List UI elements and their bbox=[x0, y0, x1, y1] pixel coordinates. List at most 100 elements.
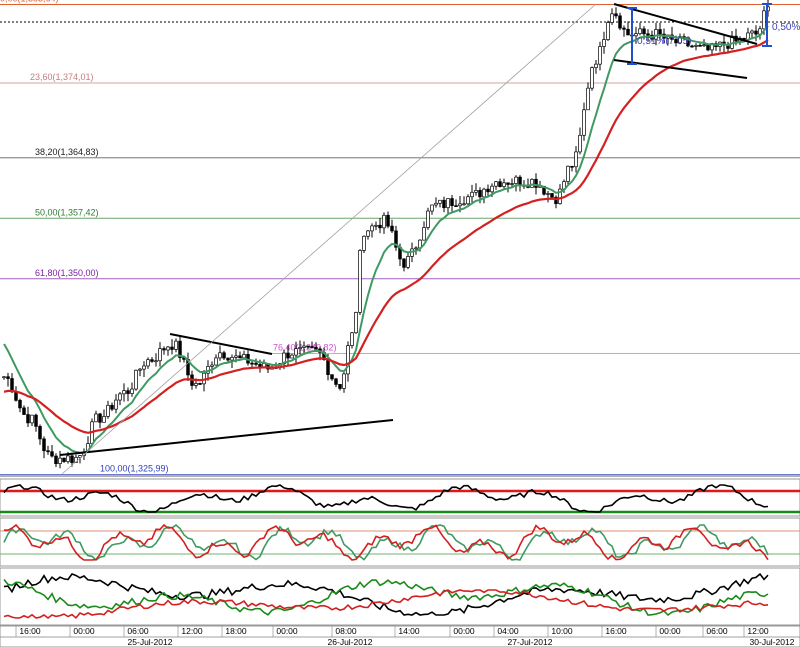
indicator-pane-1 bbox=[0, 478, 800, 517]
moving-average-fast bbox=[3, 25, 769, 454]
candle-body bbox=[510, 183, 514, 185]
candle-body bbox=[554, 196, 558, 204]
candle-body bbox=[138, 368, 142, 371]
candle-body bbox=[546, 193, 550, 195]
candle-body bbox=[342, 373, 346, 389]
indicator-2-line-a bbox=[3, 523, 769, 562]
candle-body bbox=[30, 414, 34, 424]
candle-body bbox=[502, 182, 506, 187]
candle-body bbox=[406, 256, 410, 268]
fib-label-2: 38,20(1,364,83) bbox=[35, 147, 99, 157]
date-label: 30-Jul-2012 bbox=[750, 637, 795, 647]
trend-lines bbox=[59, 3, 758, 475]
candle-body bbox=[346, 345, 350, 375]
candle-body bbox=[590, 67, 594, 89]
candle-body bbox=[214, 357, 218, 366]
candle-body bbox=[326, 359, 330, 375]
candle-body bbox=[486, 188, 490, 193]
time-tick-label: 06:00 bbox=[706, 626, 728, 636]
fib-label-3: 50,00(1,357,42) bbox=[35, 207, 99, 217]
candle-body bbox=[574, 151, 578, 168]
candle-body bbox=[122, 390, 126, 395]
moving-average-slow bbox=[3, 39, 769, 434]
candle-body bbox=[298, 347, 302, 350]
candle-body bbox=[550, 193, 554, 198]
time-tick-label: 16:00 bbox=[605, 626, 627, 636]
candle-body bbox=[358, 250, 362, 313]
candle-body bbox=[294, 348, 298, 356]
fib-label-6: 100,00(1,325,99) bbox=[100, 464, 169, 474]
indicator-1-line bbox=[3, 484, 769, 513]
candle-body bbox=[126, 390, 130, 394]
candle-body bbox=[646, 33, 650, 36]
candle-body bbox=[466, 196, 470, 205]
time-tick-label: 12:00 bbox=[747, 626, 769, 636]
candle-body bbox=[370, 225, 374, 232]
candle-body bbox=[34, 414, 38, 427]
candle-body bbox=[506, 182, 510, 185]
indicator-3-line-green bbox=[3, 578, 769, 617]
candle-body bbox=[482, 188, 486, 198]
candle-body bbox=[194, 383, 198, 386]
time-tick-label: 06:00 bbox=[127, 626, 149, 636]
candle-body bbox=[570, 165, 574, 168]
candle-body bbox=[594, 63, 598, 68]
candle-body bbox=[390, 225, 394, 232]
candle-body bbox=[2, 376, 6, 379]
fib-anchor-diagonal bbox=[61, 3, 597, 475]
candle-body bbox=[622, 27, 626, 30]
candle-body bbox=[534, 178, 538, 188]
candle-body bbox=[6, 376, 10, 379]
candle-body bbox=[498, 181, 502, 187]
candle-body bbox=[170, 346, 174, 350]
candle-body bbox=[22, 407, 26, 415]
candle-body bbox=[134, 369, 138, 390]
candle-body bbox=[422, 227, 426, 241]
date-label: 25-Jul-2012 bbox=[128, 637, 173, 647]
candle-body bbox=[442, 199, 446, 209]
fibonacci-levels: 0,00(1,383,64) 23,60(1,374,01) 38,20(1,364… bbox=[0, 0, 800, 475]
candle-body bbox=[354, 312, 358, 334]
candle-body bbox=[98, 413, 102, 423]
candle-body bbox=[166, 346, 170, 351]
candle-body bbox=[58, 457, 62, 464]
candle-body bbox=[314, 347, 318, 350]
indicator-pane-1-frame bbox=[0, 478, 800, 517]
candle-body bbox=[306, 345, 310, 348]
indicator-pane-3 bbox=[0, 567, 800, 626]
candle-body bbox=[614, 13, 618, 17]
candle-body bbox=[458, 203, 462, 207]
time-tick-label: 12:00 bbox=[181, 626, 203, 636]
candle-body bbox=[62, 457, 66, 462]
candle-body bbox=[582, 109, 586, 136]
indicator-3-line-black bbox=[3, 572, 769, 616]
candle-body bbox=[46, 450, 50, 453]
candle-body bbox=[478, 190, 482, 198]
time-tick-label: 08:00 bbox=[335, 626, 357, 636]
candle-body bbox=[470, 191, 474, 198]
candle-body bbox=[250, 362, 254, 365]
candle-body bbox=[374, 224, 378, 227]
candle-body bbox=[618, 15, 622, 29]
candle-body bbox=[578, 134, 582, 153]
candle-body bbox=[414, 247, 418, 250]
candle-body bbox=[626, 28, 630, 36]
time-axis-frame bbox=[0, 625, 800, 647]
candle-body bbox=[218, 352, 222, 359]
candle-body bbox=[110, 404, 114, 410]
fib-label-0: 0,00(1,383,64) bbox=[0, 0, 59, 4]
candle-body bbox=[226, 357, 230, 361]
candle-body bbox=[286, 352, 290, 359]
candle-body bbox=[606, 22, 610, 40]
candle-body bbox=[598, 46, 602, 65]
indicator-pane-2 bbox=[0, 517, 800, 567]
date-label: 26-Jul-2012 bbox=[328, 637, 373, 647]
candle-body bbox=[762, 10, 766, 30]
candle-body bbox=[610, 13, 614, 23]
candle-body bbox=[350, 332, 354, 346]
candle-body bbox=[706, 44, 710, 51]
time-tick-label: 10:00 bbox=[551, 626, 573, 636]
candle-body bbox=[150, 359, 154, 362]
candle-body bbox=[402, 258, 406, 268]
